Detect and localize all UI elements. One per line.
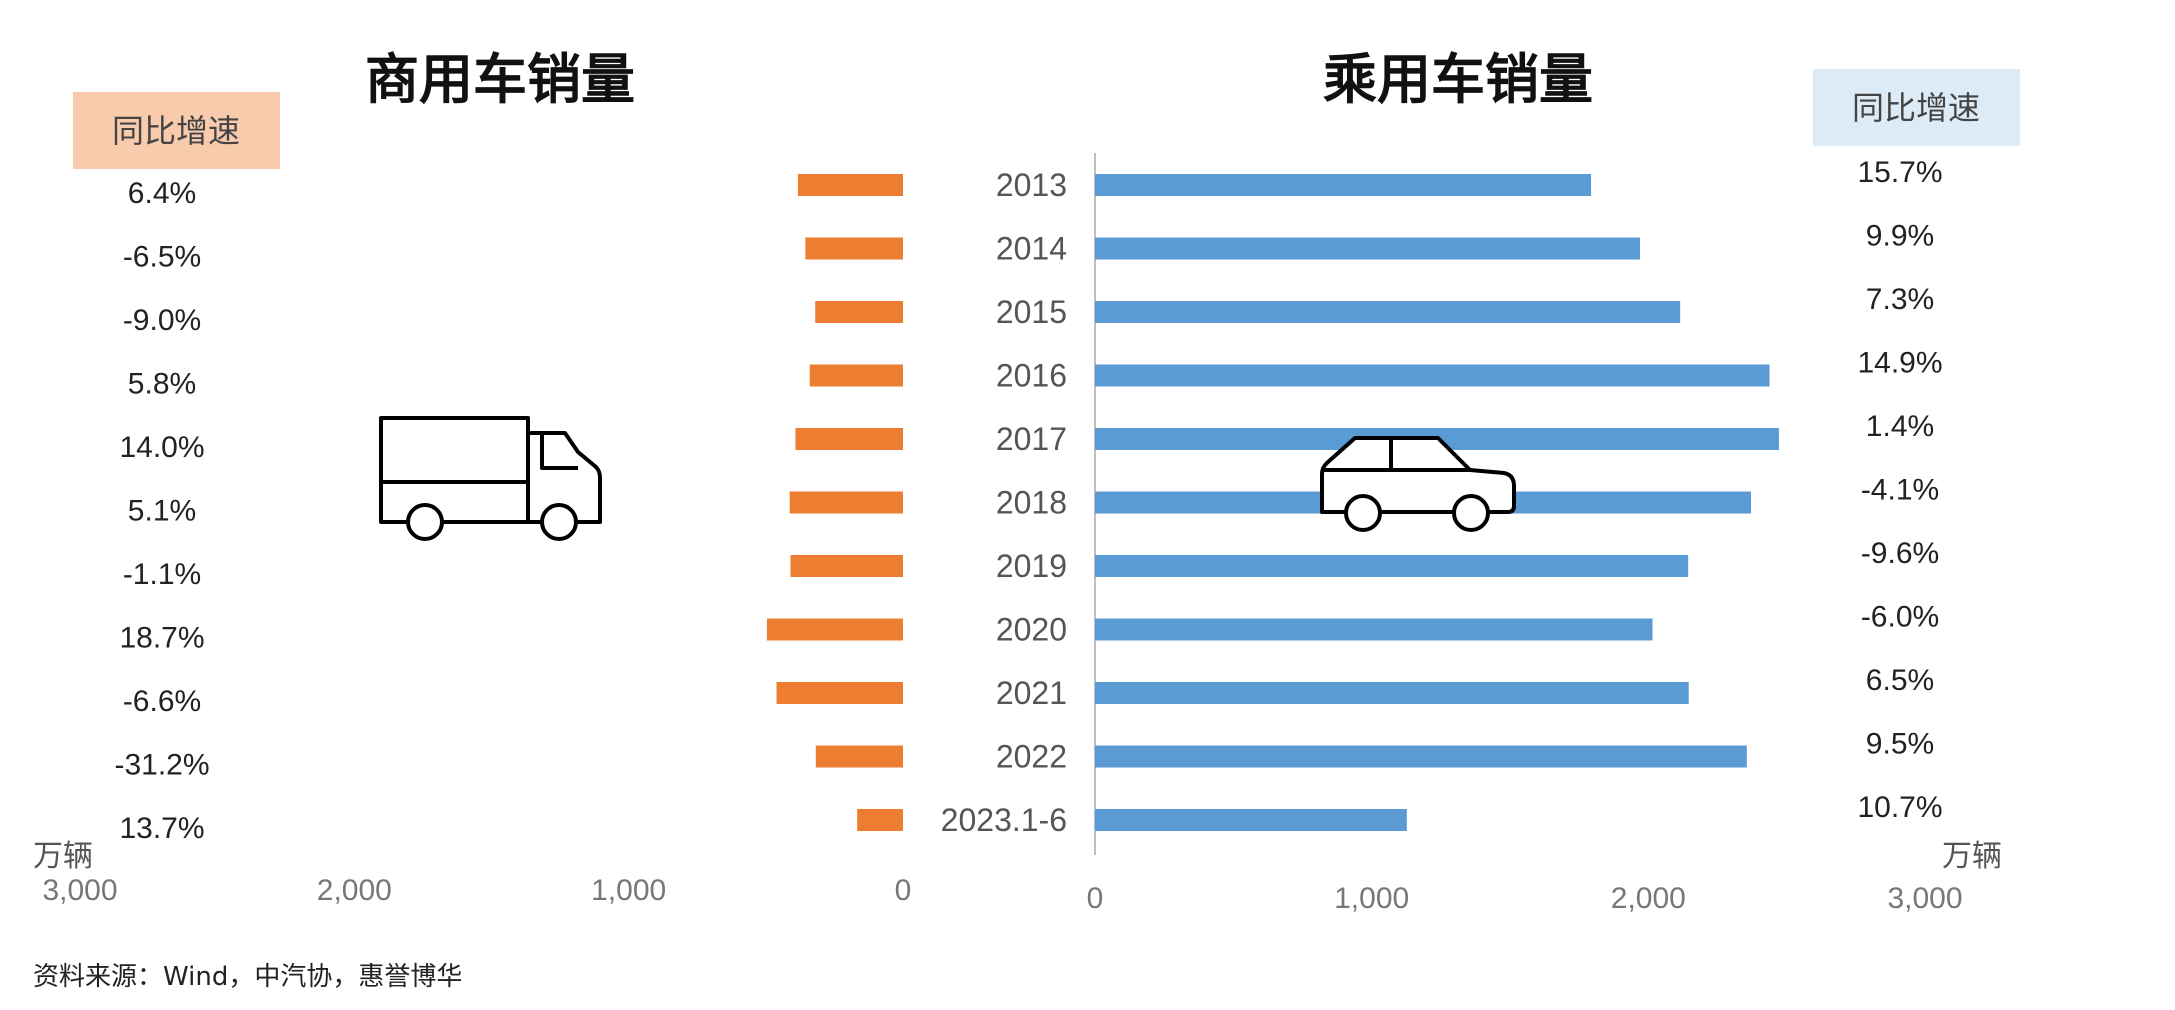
passenger-growth-label: 1.4%: [1866, 410, 1934, 443]
passenger-growth-label: 9.5%: [1866, 728, 1934, 761]
passenger-growth-label: 15.7%: [1857, 156, 1942, 189]
passenger-x-tick: 1,000: [1334, 882, 1409, 915]
year-label: 2022: [996, 739, 1067, 775]
year-label: 2019: [996, 548, 1067, 584]
passenger-growth-label: 6.5%: [1866, 664, 1934, 697]
passenger-growth-labels: 15.7% 9.9% 7.3% 14.9% 1.4% -4.1% -9.6% -6.0% 6.5…: [1857, 156, 1942, 824]
year-label: 2017: [996, 421, 1067, 457]
commercial-growth-label: 13.7%: [119, 812, 204, 845]
passenger-growth-label: 9.9%: [1866, 220, 1934, 253]
commercial-bar: [809, 364, 903, 387]
commercial-growth-label: 14.0%: [119, 431, 204, 464]
commercial-growth-label: -9.0%: [123, 304, 201, 337]
year-label: 2013: [996, 167, 1067, 203]
passenger-growth-badge: [1813, 69, 2020, 146]
passenger-bar: [1095, 745, 1747, 768]
commercial-bar: [795, 428, 903, 450]
year-label: 2014: [996, 231, 1067, 267]
commercial-growth-label: 6.4%: [128, 177, 196, 210]
passenger-growth-label: 7.3%: [1866, 283, 1934, 316]
commercial-growth-badge: [73, 92, 280, 169]
source-note: 资料来源：Wind，中汽协，惠誉博华: [33, 962, 462, 992]
year-label: 2018: [996, 485, 1067, 521]
passenger-growth-label: 10.7%: [1857, 791, 1942, 824]
commercial-growth-label: 5.1%: [128, 495, 196, 528]
commercial-bar: [815, 745, 903, 768]
passenger-x-tick: 0: [1087, 882, 1104, 915]
commercial-growth-labels: 6.4% -6.5% -9.0% 5.8% 14.0% 5.1% -1.1% 18.7% -6.…: [114, 177, 209, 845]
year-labels: 2013 2014 2015 2016 2017 2018 2019 2020 2021 2022…: [941, 167, 1067, 838]
year-label: 2023.1-6: [941, 802, 1067, 838]
passenger-bar: [1095, 682, 1689, 704]
commercial-bar: [790, 555, 903, 577]
passenger-x-ticks: 0 1,000 2,000 3,000: [1087, 882, 1963, 915]
commercial-growth-badge-label: 同比增速: [112, 112, 240, 150]
commercial-x-tick: 1,000: [591, 874, 666, 907]
year-label: 2021: [996, 675, 1067, 711]
truck-icon: [379, 416, 602, 541]
commercial-bar: [797, 174, 903, 196]
passenger-bar: [1095, 618, 1653, 641]
passenger-growth-label: -9.6%: [1861, 537, 1939, 570]
passenger-growth-label: 14.9%: [1857, 347, 1942, 380]
passenger-growth-badge-label: 同比增速: [1852, 89, 1980, 127]
commercial-growth-label: -6.6%: [123, 685, 201, 718]
commercial-x-ticks: 3,000 2,000 1,000 0: [42, 874, 911, 907]
year-label: 2020: [996, 612, 1067, 648]
commercial-bar: [766, 618, 903, 641]
commercial-x-tick: 2,000: [317, 874, 392, 907]
commercial-bar: [815, 301, 903, 323]
passenger-bar: [1095, 237, 1641, 260]
passenger-bar: [1095, 809, 1407, 831]
passenger-x-tick: 2,000: [1611, 882, 1686, 915]
commercial-bar: [857, 809, 903, 831]
commercial-chart-title: 商用车销量: [365, 48, 635, 111]
car-icon: [1320, 436, 1516, 532]
passenger-bar: [1095, 301, 1681, 323]
year-label: 2016: [996, 358, 1067, 394]
commercial-x-tick: 0: [895, 874, 912, 907]
passenger-unit-label: 万辆: [1942, 839, 2002, 874]
commercial-x-tick: 3,000: [42, 874, 117, 907]
passenger-growth-label: -6.0%: [1861, 601, 1939, 634]
passenger-bar: [1095, 364, 1770, 387]
commercial-bar: [789, 491, 903, 514]
year-label: 2015: [996, 294, 1067, 330]
commercial-growth-label: -6.5%: [123, 241, 201, 274]
passenger-growth-label: -4.1%: [1861, 474, 1939, 507]
commercial-bar: [776, 682, 903, 704]
commercial-bar: [805, 237, 903, 260]
commercial-bars: [766, 174, 903, 831]
commercial-growth-label: 5.8%: [128, 368, 196, 401]
passenger-bar: [1095, 555, 1689, 577]
commercial-growth-label: -1.1%: [123, 558, 201, 591]
commercial-unit-label: 万辆: [33, 839, 93, 874]
commercial-growth-label: -31.2%: [114, 749, 209, 782]
commercial-growth-label: 18.7%: [119, 622, 204, 655]
passenger-x-tick: 3,000: [1887, 882, 1962, 915]
passenger-bar: [1095, 174, 1592, 196]
passenger-chart-title: 乘用车销量: [1323, 48, 1593, 111]
